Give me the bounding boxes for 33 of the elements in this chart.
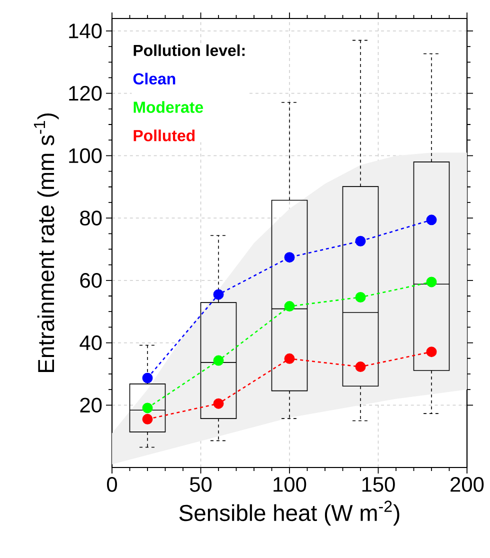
x-tick-label: 100 <box>274 477 306 492</box>
text: Moderate <box>134 101 204 113</box>
y-tick-label: 20 <box>80 398 102 413</box>
y-tick-label: 40 <box>80 335 102 350</box>
text: Clean <box>133 72 176 84</box>
x-tick-label: 150 <box>362 477 395 492</box>
point <box>142 414 153 424</box>
point <box>142 402 153 414</box>
point <box>213 398 224 409</box>
point <box>142 372 153 384</box>
point <box>213 289 224 300</box>
point <box>426 214 437 226</box>
x-tick-label: 200 <box>450 477 484 492</box>
y-tick-label: 80 <box>80 210 102 226</box>
legend-title: Pollution level: <box>134 44 245 56</box>
point <box>355 292 366 302</box>
point <box>355 236 366 246</box>
point <box>284 301 295 312</box>
point <box>284 353 295 364</box>
y-axis-title: Entrainment rate (mm s$^{-1}$) <box>34 114 59 372</box>
x-axis-title: Sensible heat (W m$^{-2}$) <box>179 500 400 526</box>
y-tick-label: 140 <box>69 24 102 38</box>
point <box>284 252 295 263</box>
x-tick-label: 0 <box>106 477 117 492</box>
point <box>426 276 437 288</box>
text: Polluted <box>134 130 195 142</box>
y-tick-label: 100 <box>69 148 102 164</box>
x-tick-label: 50 <box>190 477 212 492</box>
point <box>213 355 224 366</box>
y-tick-label: 60 <box>80 273 102 288</box>
y-tick-label: 120 <box>69 86 102 101</box>
point <box>355 362 366 372</box>
point <box>426 346 437 358</box>
